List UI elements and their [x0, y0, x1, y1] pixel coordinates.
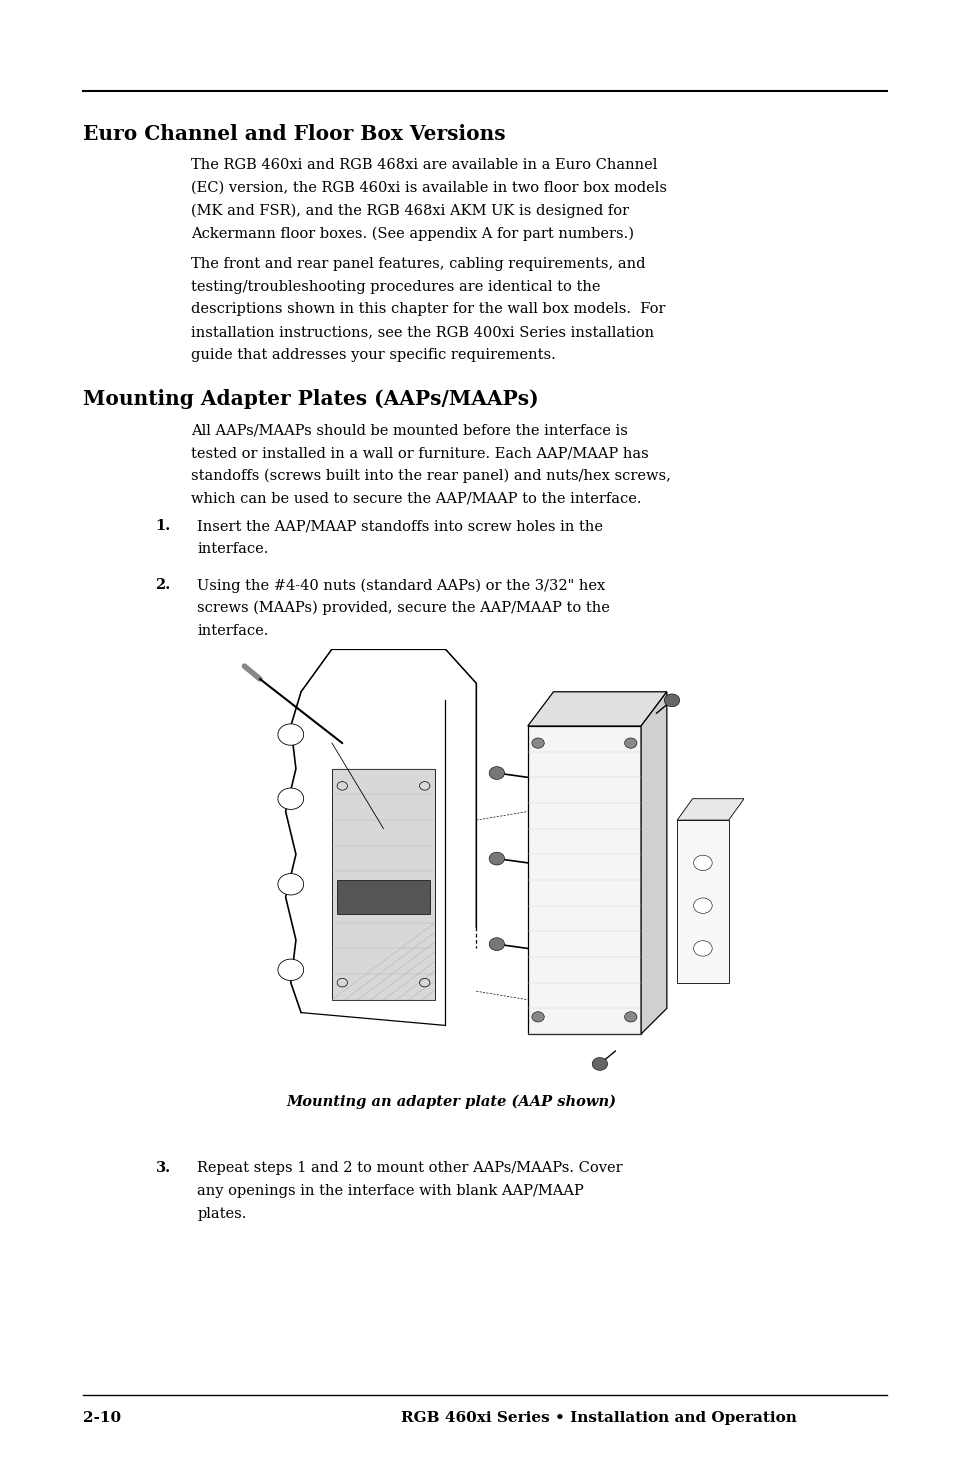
Text: guide that addresses your specific requirements.: guide that addresses your specific requi…: [191, 348, 555, 361]
Circle shape: [277, 788, 303, 810]
Circle shape: [489, 767, 504, 779]
Circle shape: [693, 855, 712, 870]
Text: interface.: interface.: [197, 624, 269, 637]
Text: The RGB 460xi and RGB 468xi are available in a Euro Channel: The RGB 460xi and RGB 468xi are availabl…: [191, 158, 657, 171]
Circle shape: [532, 738, 543, 748]
Polygon shape: [332, 768, 435, 1000]
Text: All AAPs/MAAPs should be mounted before the interface is: All AAPs/MAAPs should be mounted before …: [191, 423, 627, 437]
Circle shape: [592, 1058, 607, 1071]
Circle shape: [693, 898, 712, 913]
Text: The front and rear panel features, cabling requirements, and: The front and rear panel features, cabli…: [191, 257, 644, 270]
Circle shape: [489, 853, 504, 864]
Text: Euro Channel and Floor Box Versions: Euro Channel and Floor Box Versions: [83, 124, 505, 145]
Circle shape: [663, 693, 679, 707]
Text: Mounting an adapter plate (AAP shown): Mounting an adapter plate (AAP shown): [286, 1094, 616, 1109]
Polygon shape: [640, 692, 666, 1034]
Text: plates.: plates.: [197, 1207, 247, 1220]
Text: standoffs (screws built into the rear panel) and nuts/hex screws,: standoffs (screws built into the rear pa…: [191, 469, 670, 484]
Text: which can be used to secure the AAP/MAAP to the interface.: which can be used to secure the AAP/MAAP…: [191, 491, 640, 506]
Circle shape: [624, 1012, 637, 1022]
Text: (MK and FSR), and the RGB 468xi AKM UK is designed for: (MK and FSR), and the RGB 468xi AKM UK i…: [191, 204, 628, 218]
Text: tested or installed in a wall or furniture. Each AAP/MAAP has: tested or installed in a wall or furnitu…: [191, 445, 648, 460]
Text: (EC) version, the RGB 460xi is available in two floor box models: (EC) version, the RGB 460xi is available…: [191, 180, 666, 195]
Polygon shape: [336, 881, 430, 914]
Text: Mounting Adapter Plates (AAPs/MAAPs): Mounting Adapter Plates (AAPs/MAAPs): [83, 389, 538, 410]
Text: Using the #4-40 nuts (standard AAPs) or the 3/32" hex: Using the #4-40 nuts (standard AAPs) or …: [197, 578, 605, 593]
Text: descriptions shown in this chapter for the wall box models.  For: descriptions shown in this chapter for t…: [191, 302, 664, 316]
Text: 3.: 3.: [155, 1161, 171, 1174]
Circle shape: [277, 724, 303, 745]
Circle shape: [277, 873, 303, 895]
Text: installation instructions, see the RGB 400xi Series installation: installation instructions, see the RGB 4…: [191, 324, 653, 339]
Text: interface.: interface.: [197, 541, 269, 556]
Circle shape: [693, 941, 712, 956]
Circle shape: [277, 959, 303, 981]
Text: screws (MAAPs) provided, secure the AAP/MAAP to the: screws (MAAPs) provided, secure the AAP/…: [197, 602, 610, 615]
Polygon shape: [527, 692, 666, 726]
Text: 1.: 1.: [155, 519, 171, 532]
Polygon shape: [677, 820, 728, 982]
Text: RGB 460xi Series • Installation and Operation: RGB 460xi Series • Installation and Oper…: [400, 1412, 796, 1425]
Text: any openings in the interface with blank AAP/MAAP: any openings in the interface with blank…: [197, 1183, 583, 1198]
Polygon shape: [527, 726, 640, 1034]
Text: 2-10: 2-10: [83, 1412, 121, 1425]
Text: 2.: 2.: [155, 578, 171, 591]
Text: testing/troubleshooting procedures are identical to the: testing/troubleshooting procedures are i…: [191, 280, 599, 294]
Text: Insert the AAP/MAAP standoffs into screw holes in the: Insert the AAP/MAAP standoffs into screw…: [197, 519, 603, 532]
Circle shape: [489, 938, 504, 950]
Circle shape: [624, 738, 637, 748]
Circle shape: [532, 1012, 543, 1022]
Text: Ackermann floor boxes. (See appendix A for part numbers.): Ackermann floor boxes. (See appendix A f…: [191, 226, 633, 240]
Polygon shape: [677, 798, 743, 820]
Text: Repeat steps 1 and 2 to mount other AAPs/MAAPs. Cover: Repeat steps 1 and 2 to mount other AAPs…: [197, 1161, 622, 1174]
